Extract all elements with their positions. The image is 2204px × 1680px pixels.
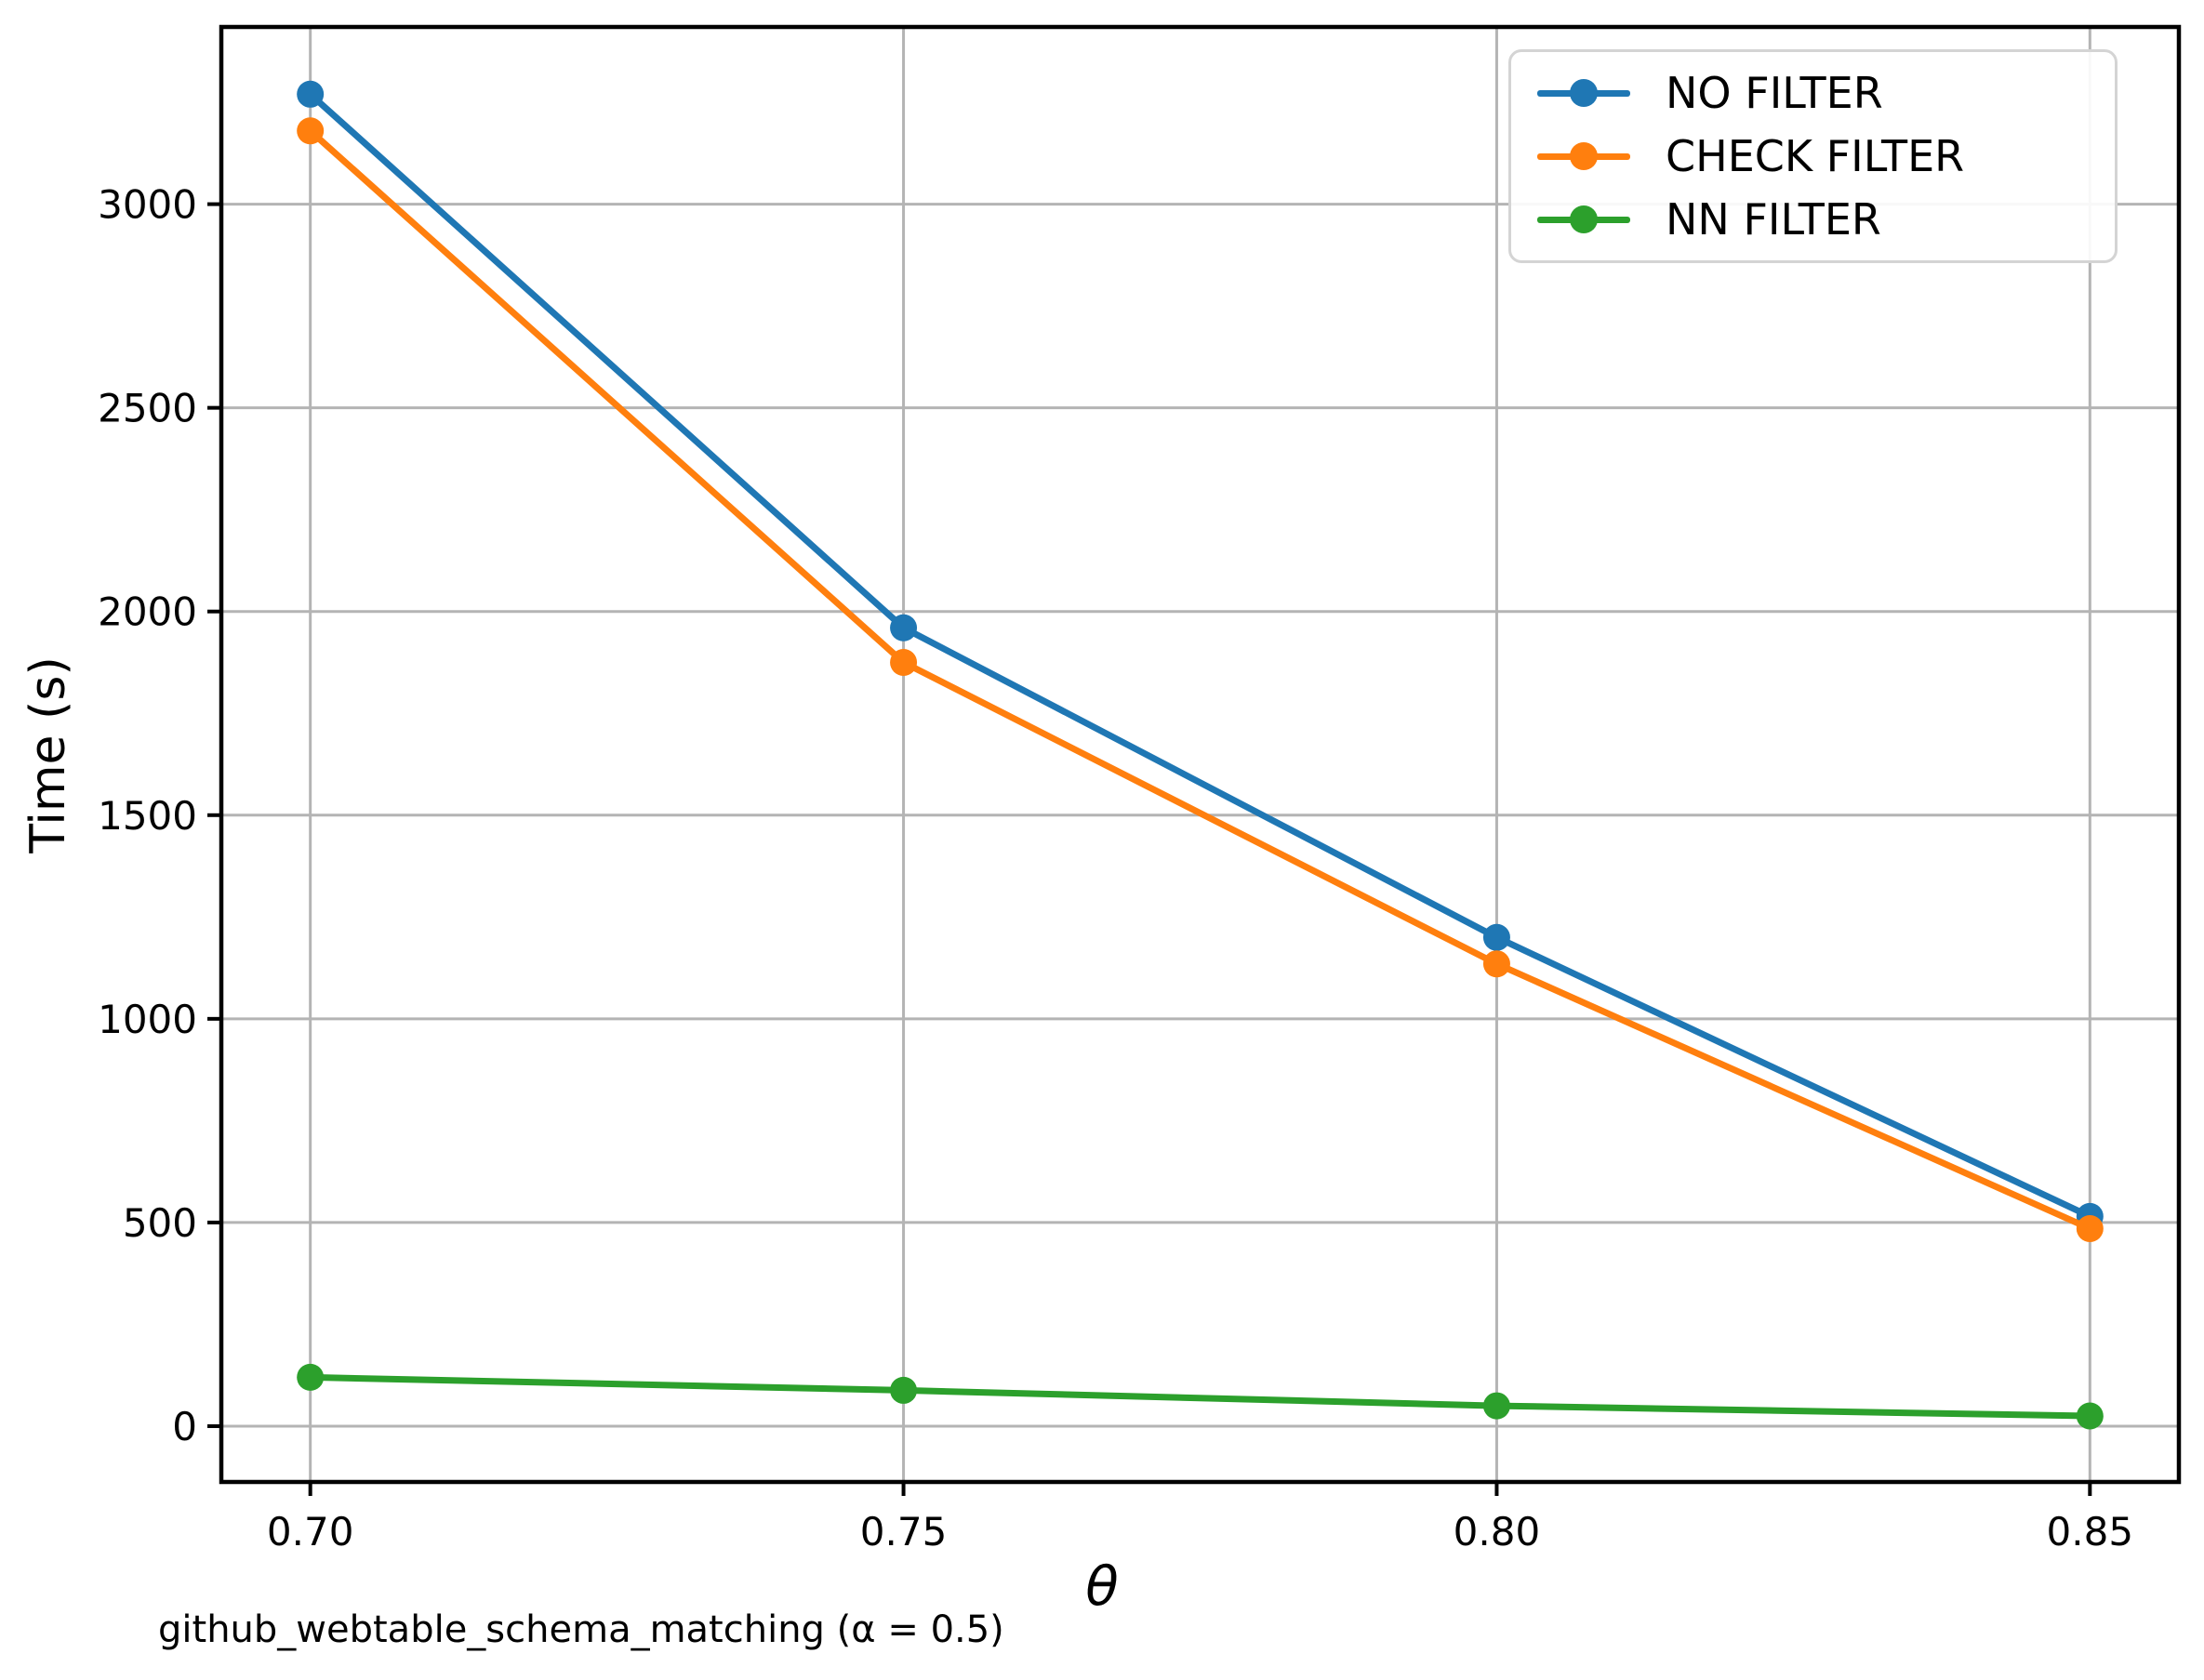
y-tick-label: 1500	[98, 793, 197, 839]
legend-label: CHECK FILTER	[1666, 131, 1965, 181]
data-point-marker	[1482, 950, 1510, 978]
data-point-marker	[297, 1363, 325, 1391]
x-axis-label: θ	[1085, 1554, 1119, 1618]
y-tick-label: 1000	[98, 997, 197, 1042]
y-axis-label: Time (s)	[20, 656, 76, 853]
data-point-marker	[1482, 923, 1510, 951]
legend-label: NN FILTER	[1666, 194, 1881, 245]
legend-label: NO FILTER	[1666, 68, 1883, 118]
legend-line-marker-icon	[1537, 79, 1630, 107]
plot-area-border	[219, 24, 2182, 1485]
data-point-marker	[890, 648, 918, 676]
caption: github_webtable_schema_matching (α = 0.5…	[158, 1608, 1004, 1651]
series-line	[307, 127, 2093, 1232]
data-point-marker	[2076, 1214, 2104, 1242]
data-point-marker	[297, 80, 325, 108]
series-line	[307, 1373, 2093, 1420]
y-tick-label: 0	[172, 1404, 197, 1449]
legend-line-marker-icon	[1537, 142, 1630, 170]
y-tick-label: 500	[123, 1200, 197, 1246]
data-point-marker	[297, 117, 325, 145]
x-tick-label: 0.75	[860, 1509, 948, 1554]
legend-entry-no-filter: NO FILTER	[1537, 63, 2115, 123]
y-tick-label: 2000	[98, 589, 197, 635]
x-tick-label: 0.70	[267, 1509, 354, 1554]
legend: NO FILTER CHECK FILTER NN FILTER	[1508, 49, 2118, 263]
x-tick-label: 0.80	[1454, 1509, 1541, 1554]
data-point-marker	[890, 1376, 918, 1404]
y-tick-label: 2500	[98, 386, 197, 431]
x-tick-label: 0.85	[2047, 1509, 2134, 1554]
data-point-marker	[890, 614, 918, 642]
legend-entry-nn-filter: NN FILTER	[1537, 190, 2115, 249]
legend-entry-check-filter: CHECK FILTER	[1537, 126, 2115, 186]
series-line	[307, 90, 2093, 1220]
legend-line-marker-icon	[1537, 205, 1630, 233]
data-point-marker	[1482, 1392, 1510, 1420]
y-tick-label: 3000	[98, 182, 197, 228]
data-point-marker	[2076, 1402, 2104, 1430]
